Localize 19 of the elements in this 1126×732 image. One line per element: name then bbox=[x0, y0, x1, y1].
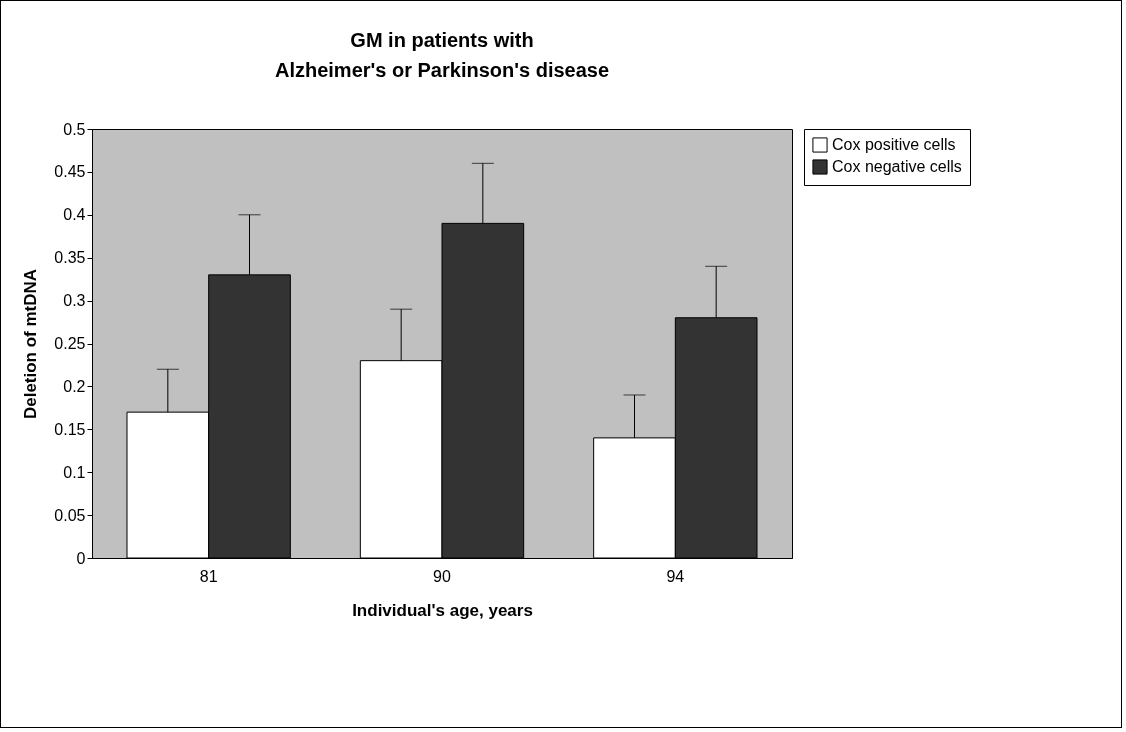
y-tick-label: 0.35 bbox=[54, 249, 86, 267]
x-tick-label: 90 bbox=[433, 567, 451, 585]
y-tick-label: 0.5 bbox=[63, 120, 86, 138]
y-tick-label: 0.15 bbox=[54, 420, 86, 438]
y-tick-label: 0.45 bbox=[54, 163, 86, 181]
y-axis-title: Deletion of mtDNA bbox=[21, 268, 41, 420]
y-tick-label: 0.25 bbox=[54, 335, 86, 352]
legend-label: Cox positive cells bbox=[832, 136, 956, 153]
y-tick-label: 0.05 bbox=[54, 506, 86, 524]
y-tick-label: 0 bbox=[76, 549, 86, 567]
chart-title: GM in patients with Alzheimer's or Parkinson's disease bbox=[274, 29, 610, 81]
y-tick-label: 0.1 bbox=[63, 463, 86, 481]
y-tick-label: 0.2 bbox=[63, 377, 86, 395]
x-tick-label: 81 bbox=[199, 567, 218, 585]
x-axis-title: Individual's age, years bbox=[352, 600, 533, 620]
x-tick-label: 94 bbox=[666, 567, 685, 585]
y-tick-label: 0.3 bbox=[63, 292, 86, 310]
y-tick-label: 0.4 bbox=[63, 206, 86, 224]
legend-label: Cox negative cells bbox=[832, 158, 962, 175]
